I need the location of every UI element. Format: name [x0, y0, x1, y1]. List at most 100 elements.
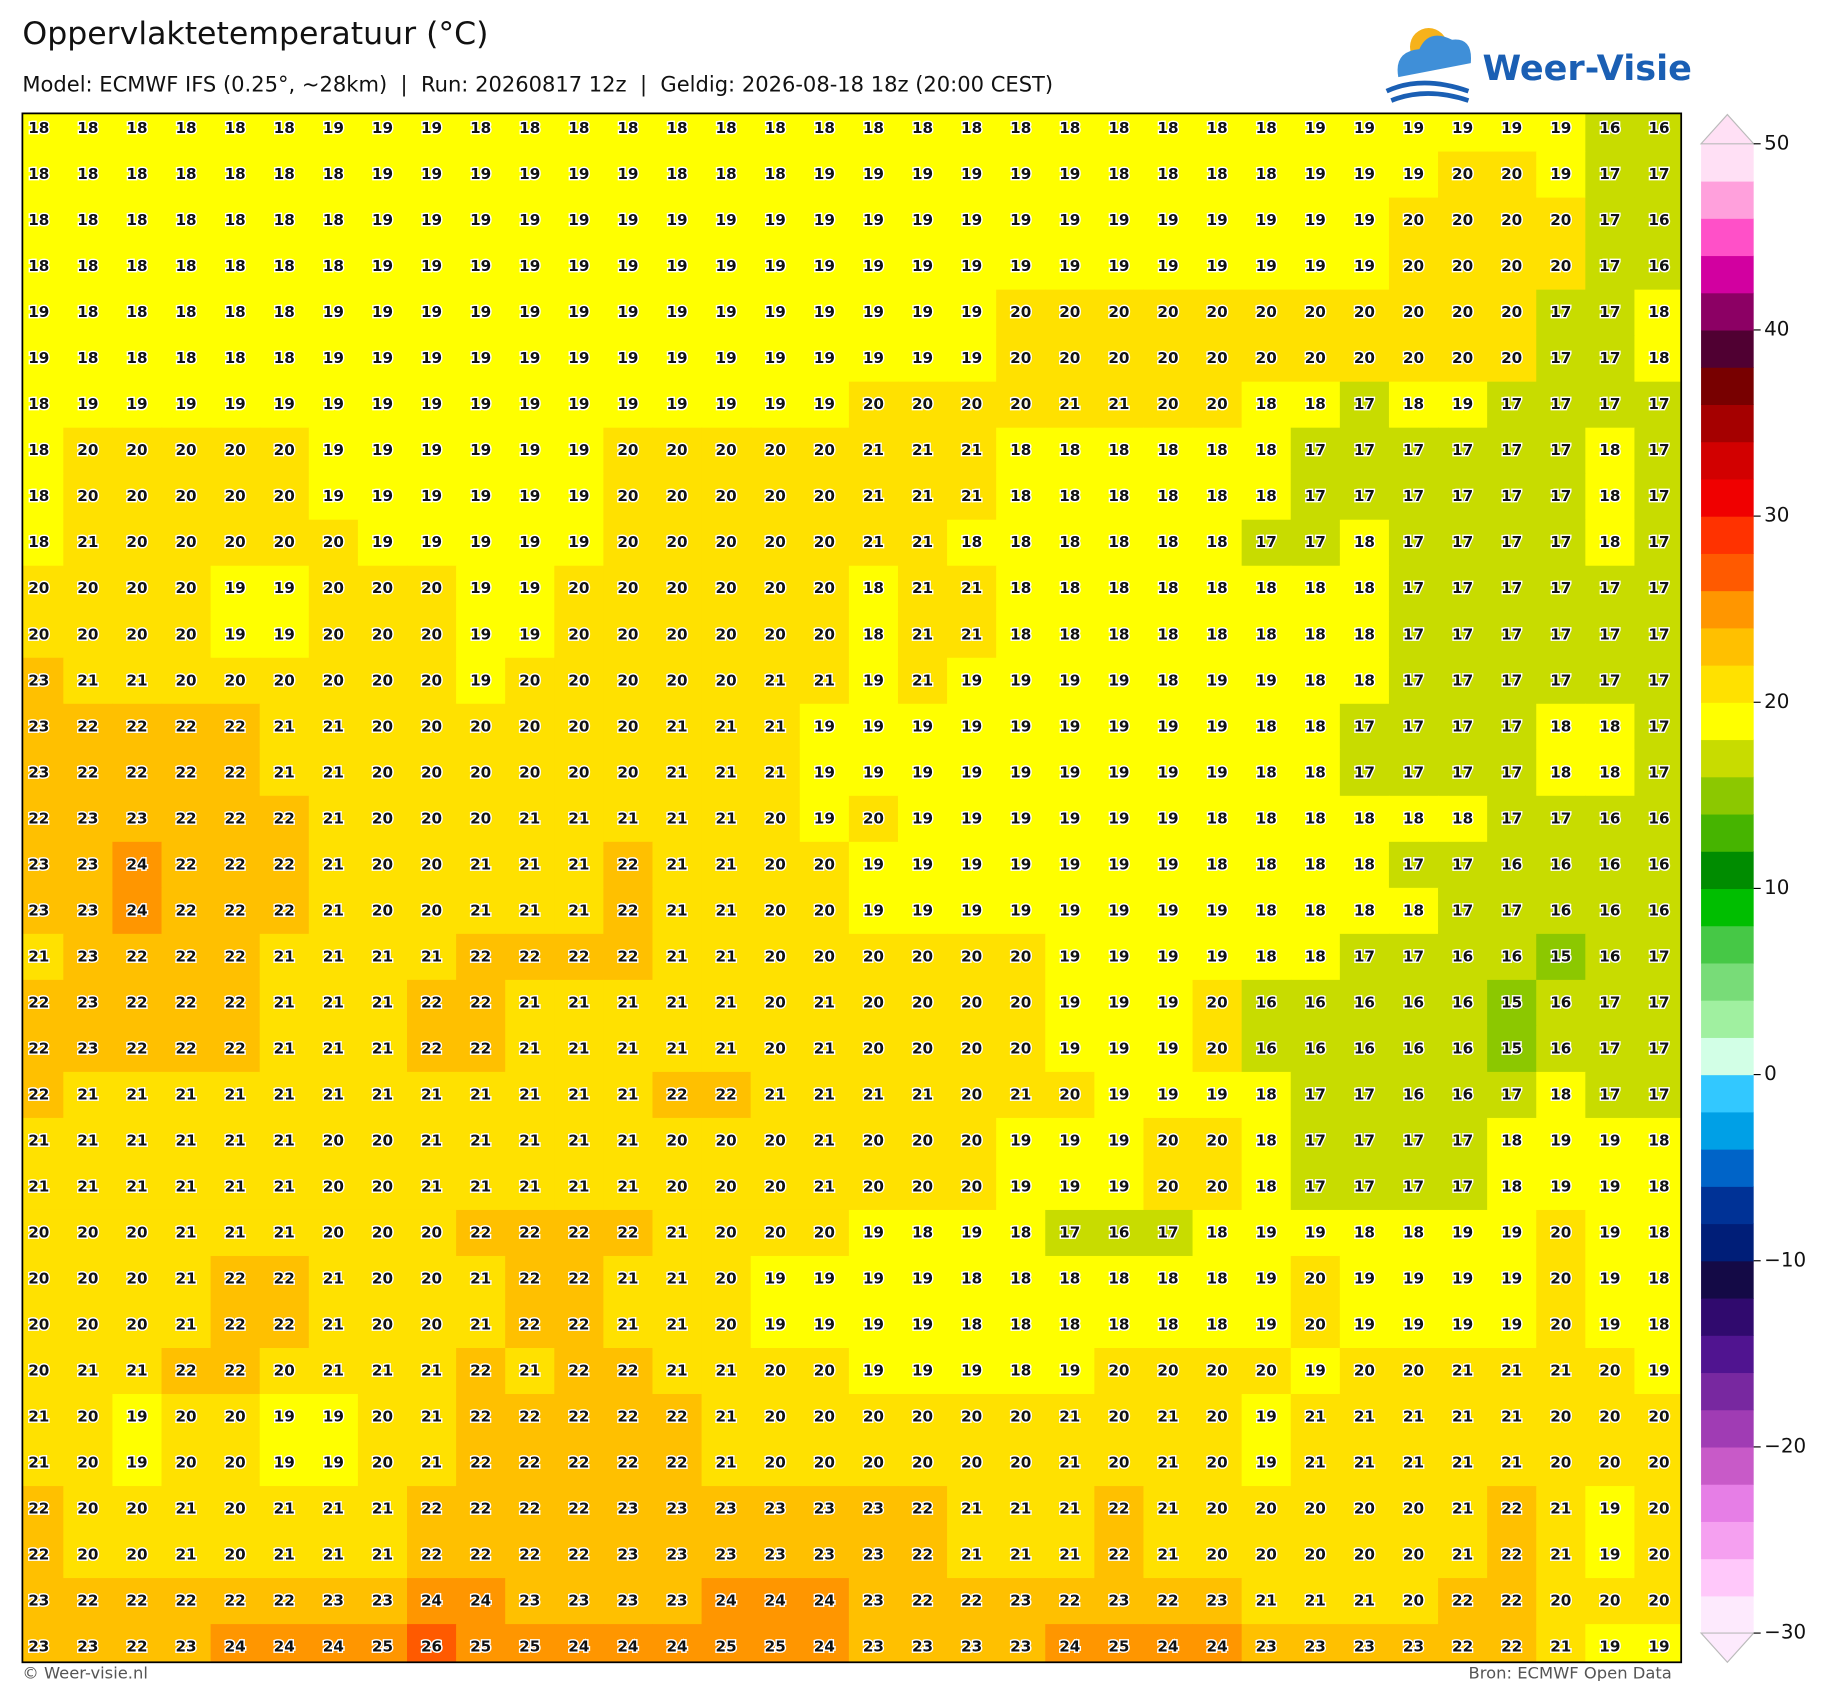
- cell-label: 25: [519, 1638, 540, 1656]
- cell-label: 18: [28, 257, 49, 275]
- field-cell: [701, 1347, 752, 1395]
- field-cell: [996, 427, 1046, 475]
- cell-label: 17: [1452, 1177, 1473, 1195]
- cell-label: 21: [323, 855, 344, 873]
- cell-label: 18: [1207, 487, 1228, 505]
- cell-label: 22: [568, 1408, 589, 1426]
- cell-label: 22: [28, 1500, 49, 1518]
- field-cell: [554, 427, 604, 475]
- field-cell: [1290, 703, 1341, 751]
- field-cell: [947, 611, 997, 659]
- field-cell: [750, 1255, 801, 1303]
- cell-label: 17: [1550, 349, 1571, 367]
- field-cell: [210, 1025, 261, 1073]
- field-cell: [554, 841, 604, 889]
- cell-label: 22: [470, 947, 491, 965]
- field-cell: [652, 1394, 703, 1441]
- field-cell: [161, 795, 212, 843]
- cell-label: 20: [765, 625, 786, 643]
- cell-label: 20: [568, 763, 589, 781]
- field-cell: [947, 1071, 997, 1119]
- field-cell: [897, 841, 948, 889]
- field-cell: [799, 1532, 850, 1579]
- cell-label: 20: [1599, 1454, 1620, 1472]
- field-cell: [799, 1163, 850, 1211]
- field-cell: [112, 1532, 163, 1579]
- cell-label: 21: [1305, 1408, 1326, 1426]
- cell-label: 19: [814, 763, 835, 781]
- cell-label: 19: [1256, 257, 1277, 275]
- field-cell: [505, 841, 555, 889]
- cell-label: 19: [863, 717, 884, 735]
- field-cell: [1290, 1486, 1341, 1533]
- cell-label: 17: [1403, 441, 1424, 459]
- field-cell: [1045, 1025, 1095, 1073]
- cell-label: 18: [1256, 119, 1277, 137]
- field-cell: [1438, 335, 1488, 383]
- field-cell: [1487, 335, 1537, 383]
- cell-label: 17: [1648, 441, 1669, 459]
- field-cell: [799, 841, 850, 889]
- field-cell: [603, 933, 654, 981]
- cell-label: 17: [1305, 441, 1326, 459]
- cell-label: 22: [421, 993, 442, 1011]
- field-cell: [1045, 151, 1095, 199]
- field-cell: [1192, 1347, 1243, 1395]
- cell-label: 17: [1501, 809, 1522, 827]
- field-cell: [799, 703, 850, 751]
- cell-label: 19: [519, 395, 540, 413]
- field-cell: [161, 611, 212, 659]
- cell-label: 19: [568, 487, 589, 505]
- cell-label: 21: [617, 809, 638, 827]
- cell-label: 19: [912, 211, 933, 229]
- cell-label: 20: [421, 1315, 442, 1333]
- field-cell: [1143, 1301, 1194, 1349]
- cell-label: 20: [225, 1454, 246, 1472]
- field-cell: [63, 703, 113, 751]
- cell-label: 20: [814, 1408, 835, 1426]
- field-cell: [996, 841, 1046, 889]
- cell-label: 18: [1010, 533, 1031, 551]
- cell-label: 19: [961, 809, 982, 827]
- cell-label: 22: [77, 1592, 98, 1610]
- cell-label: 18: [1305, 855, 1326, 873]
- field-cell: [799, 795, 850, 843]
- field-cell: [161, 657, 212, 705]
- cell-label: 20: [372, 809, 393, 827]
- cell-label: 18: [716, 119, 737, 137]
- field-cell: [112, 243, 163, 291]
- field-cell: [996, 887, 1046, 935]
- cell-label: 19: [1207, 947, 1228, 965]
- cell-label: 20: [372, 625, 393, 643]
- cell-label: 19: [1010, 165, 1031, 183]
- field-cell: [1634, 427, 1682, 475]
- cell-label: 16: [1550, 1039, 1571, 1057]
- cell-label: 22: [126, 717, 147, 735]
- cell-label: 24: [814, 1592, 835, 1610]
- cell-label: 21: [274, 947, 295, 965]
- cell-label: 17: [1452, 579, 1473, 597]
- field-cell: [1290, 1209, 1341, 1257]
- cell-label: 18: [323, 211, 344, 229]
- cell-label: 18: [77, 211, 98, 229]
- field-cell: [799, 243, 850, 291]
- field-cell: [259, 749, 310, 797]
- field-cell: [897, 1347, 948, 1395]
- field-cell: [406, 749, 457, 797]
- cell-label: 20: [666, 533, 687, 551]
- field-cell: [1536, 335, 1586, 383]
- cell-label: 18: [1157, 119, 1178, 137]
- field-cell: [1339, 1117, 1390, 1165]
- field-cell: [603, 289, 654, 337]
- colorbar-band: [1701, 1223, 1754, 1262]
- cell-label: 19: [225, 395, 246, 413]
- field-cell: [1388, 243, 1439, 291]
- cell-label: 22: [519, 1546, 540, 1564]
- cell-label: 18: [77, 303, 98, 321]
- field-cell: [357, 1624, 408, 1663]
- field-cell: [1438, 795, 1488, 843]
- cell-label: 19: [912, 809, 933, 827]
- field-cell: [1094, 933, 1145, 981]
- cell-label: 20: [126, 487, 147, 505]
- field-cell: [22, 749, 64, 797]
